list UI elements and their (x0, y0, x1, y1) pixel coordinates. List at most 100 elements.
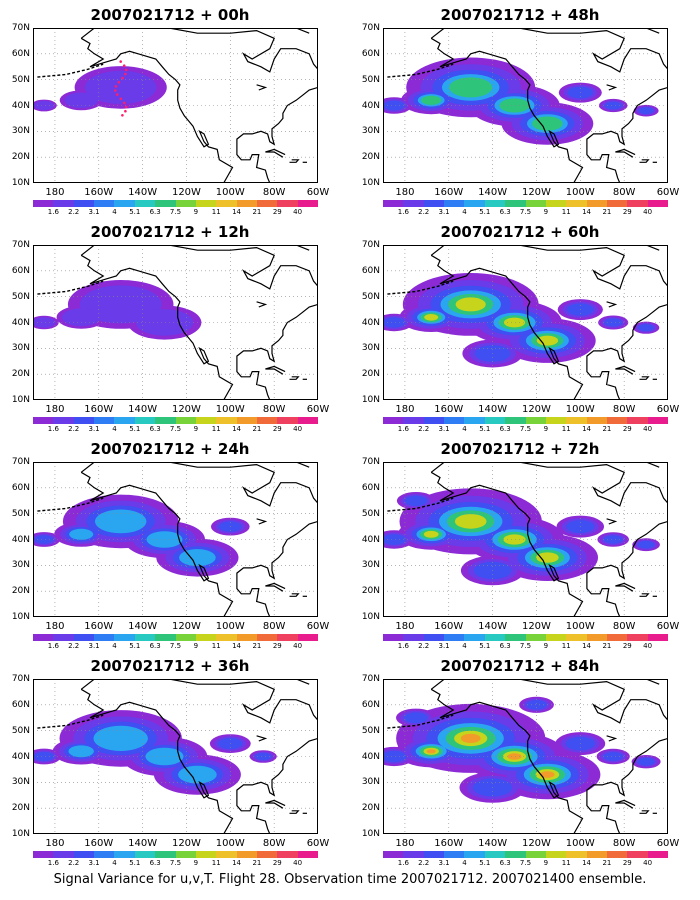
colorbar-swatch (236, 634, 257, 641)
colorbar-swatch (383, 200, 404, 207)
colorbar-swatch (383, 634, 404, 641)
colorbar-label: 2.2 (68, 642, 80, 650)
colorbar-label: 11 (561, 642, 571, 650)
colorbar-label: 7.5 (519, 642, 532, 650)
colorbar-label: 21 (602, 859, 612, 867)
coastline (265, 799, 286, 809)
latitude-label: 30N (361, 343, 380, 354)
longitude-label: 120W (521, 404, 551, 415)
variance-contour (145, 747, 184, 766)
longitude-label: 120W (521, 187, 551, 198)
colorbar-label: 9 (193, 425, 199, 433)
variance-map (33, 679, 318, 834)
colorbar-label: 11 (561, 208, 571, 216)
coastline (80, 245, 318, 400)
variance-contour (604, 318, 623, 327)
variance-contour (93, 725, 148, 751)
colorbar-swatch (484, 200, 506, 207)
latitude-label: 40N (361, 534, 380, 545)
longitude-label: 180 (45, 187, 65, 198)
variance-contour (421, 95, 442, 105)
coastline (294, 679, 310, 685)
colorbar-label: 2.2 (418, 642, 430, 650)
colorbar-swatch (94, 851, 115, 858)
colorbar-label: 11 (211, 425, 221, 433)
coastline (80, 28, 318, 183)
colorbar-label: 1.6 (397, 425, 409, 433)
colorbar-label: 5.1 (129, 208, 141, 216)
longitude-label: 80W (262, 838, 286, 849)
latitude-label: 30N (361, 777, 380, 788)
colorbar-label: 29 (622, 425, 632, 433)
colorbar-label: 40 (643, 425, 653, 433)
colorbar-swatch (566, 634, 587, 641)
variance-contour (449, 77, 493, 98)
map-frame (383, 28, 668, 183)
variance-contour (69, 528, 94, 540)
latitude-label: 30N (11, 126, 30, 137)
flight-track-point (114, 89, 117, 92)
coastline (80, 679, 318, 834)
colorbar-swatch (277, 634, 298, 641)
colorbar-label: 2.2 (418, 859, 430, 867)
flight-track-point (124, 68, 128, 72)
latitude-label: 50N (11, 725, 30, 736)
map-frame (383, 245, 668, 400)
colorbar-swatch (627, 634, 648, 641)
map-panel: 2007021712 + 24h 70N 60N 50N 40N 30N 20N 10N 180… (0, 440, 340, 655)
variance-contour (532, 116, 563, 131)
colorbar-label: 3.1 (88, 208, 100, 216)
longitude-label: 160W (434, 404, 464, 415)
coastline (430, 462, 668, 617)
colorbar-swatch (195, 417, 217, 424)
colorbar-swatch (627, 851, 648, 858)
latitude-label: 30N (11, 777, 30, 788)
map-panel: 2007021712 + 48h 70N 60N 50N 40N 30N 20N 10N 180… (350, 6, 690, 221)
map-frame (383, 679, 668, 834)
colorbar-swatch (606, 634, 628, 641)
coastline (294, 245, 310, 251)
flight-track-point (121, 76, 124, 80)
coastline (430, 28, 668, 183)
colorbar-swatch (175, 851, 196, 858)
colorbar-label: 21 (602, 208, 612, 216)
colorbar (33, 417, 319, 424)
variance-contour (404, 495, 428, 506)
colorbar-swatch (53, 417, 74, 424)
coastline (606, 84, 618, 91)
longitude-label: 80W (262, 621, 286, 632)
longitude-label: 100W (565, 621, 595, 632)
colorbar-swatch (444, 200, 465, 207)
colorbar-swatch (545, 417, 567, 424)
variance-contour (95, 509, 147, 534)
variance-contour (68, 745, 94, 758)
coastline (80, 462, 318, 617)
latitude-label: 30N (11, 560, 30, 571)
variance-contour (383, 750, 407, 763)
colorbar-label: 7.5 (519, 208, 532, 216)
coastline (430, 679, 668, 834)
colorbar-swatch (403, 417, 424, 424)
coastline (80, 471, 234, 617)
colorbar-label: 6.3 (499, 208, 511, 216)
latitude-label: 60N (11, 699, 30, 710)
longitude-label: 140W (128, 838, 158, 849)
longitude-label: 60W (656, 621, 680, 632)
colorbar-label: 21 (252, 642, 262, 650)
coastline (644, 679, 660, 685)
longitude-label: 180 (395, 838, 415, 849)
colorbar-swatch (297, 200, 319, 207)
colorbar-label: 4 (462, 642, 467, 650)
colorbar-swatch (383, 417, 404, 424)
latitude-label: 20N (361, 803, 380, 814)
colorbar-swatch (114, 851, 135, 858)
latitude-label: 50N (361, 508, 380, 519)
longitude-label: 160W (84, 838, 114, 849)
longitude-label: 60W (306, 621, 330, 632)
colorbar-label: 6.3 (149, 208, 161, 216)
map-panel: 2007021712 + 60h 70N 60N 50N 40N 30N 20N 10N 180… (350, 223, 690, 438)
variance-contour (503, 534, 526, 545)
colorbar-label: 4 (112, 425, 117, 433)
colorbar-label: 1.6 (47, 859, 59, 867)
colorbar-label: 29 (272, 425, 282, 433)
